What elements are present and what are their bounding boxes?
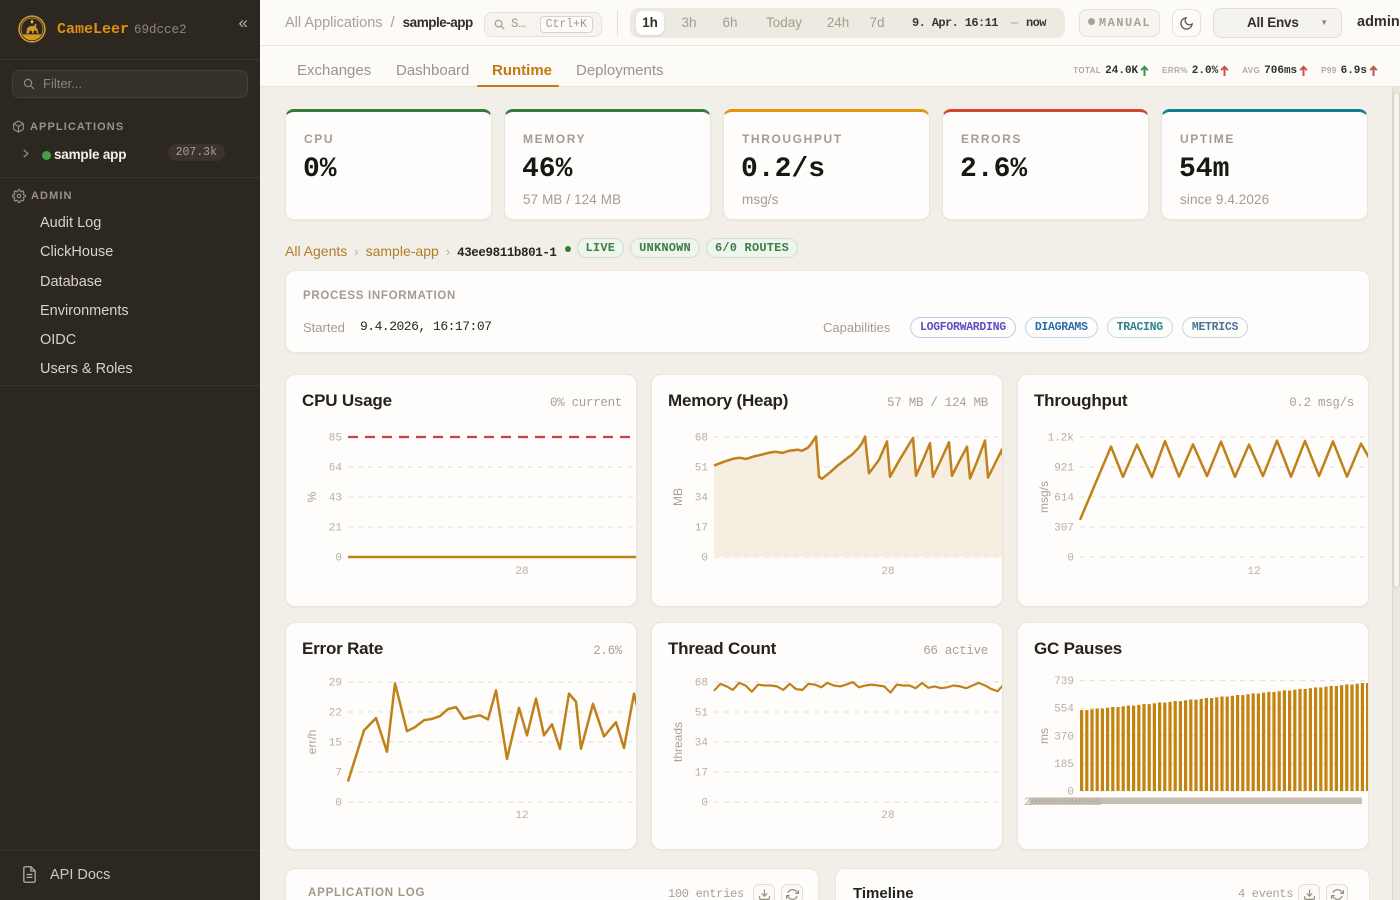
svg-text:GC Pauses: GC Pauses — [1034, 639, 1122, 658]
svg-text:Throughput: Throughput — [1034, 391, 1128, 410]
svg-text:Memory (Heap): Memory (Heap) — [668, 391, 788, 410]
svg-text:0: 0 — [335, 798, 342, 810]
svg-text:2.6%: 2.6% — [593, 644, 623, 658]
svg-text:28: 28 — [515, 566, 528, 578]
svg-text:0: 0 — [701, 553, 708, 565]
svg-text:Error Rate: Error Rate — [302, 639, 383, 658]
svg-text:msg/s: msg/s — [1037, 481, 1051, 513]
svg-text:0: 0 — [335, 553, 342, 565]
svg-text:threads: threads — [671, 722, 685, 762]
svg-text:12: 12 — [515, 810, 528, 822]
svg-text:0.2 msg/s: 0.2 msg/s — [1289, 396, 1354, 410]
svg-text:28: 28 — [881, 566, 894, 578]
svg-text:200000000000000000000: 200000000000000000000 — [1024, 797, 1102, 809]
svg-text:22: 22 — [329, 708, 342, 720]
svg-text:7: 7 — [335, 768, 342, 780]
svg-text:Thread Count: Thread Count — [668, 639, 777, 658]
svg-text:34: 34 — [695, 493, 709, 505]
svg-text:185: 185 — [1054, 759, 1074, 771]
svg-text:614: 614 — [1054, 493, 1074, 505]
svg-text:%: % — [305, 491, 319, 502]
svg-text:17: 17 — [695, 523, 708, 535]
svg-text:34: 34 — [695, 738, 709, 750]
svg-text:28: 28 — [881, 810, 894, 822]
svg-text:0% current: 0% current — [550, 396, 622, 410]
svg-text:29: 29 — [329, 678, 342, 690]
svg-text:12: 12 — [1247, 566, 1260, 578]
svg-text:64: 64 — [329, 463, 343, 475]
svg-text:85: 85 — [329, 433, 342, 445]
svg-text:17: 17 — [695, 768, 708, 780]
svg-text:51: 51 — [695, 708, 709, 720]
svg-text:66 active: 66 active — [923, 644, 988, 658]
svg-text:57 MB / 124 MB: 57 MB / 124 MB — [887, 396, 989, 410]
svg-text:51: 51 — [695, 463, 709, 475]
svg-text:21: 21 — [329, 523, 343, 535]
svg-text:921: 921 — [1054, 463, 1074, 475]
svg-text:370: 370 — [1054, 731, 1074, 743]
svg-text:68: 68 — [695, 678, 708, 690]
svg-text:43: 43 — [329, 493, 342, 505]
svg-text:0: 0 — [1067, 553, 1074, 565]
svg-text:307: 307 — [1054, 523, 1074, 535]
svg-text:739: 739 — [1054, 676, 1074, 688]
svg-text:ms: ms — [1037, 728, 1051, 744]
svg-text:CPU Usage: CPU Usage — [302, 391, 392, 410]
svg-text:68: 68 — [695, 433, 708, 445]
svg-text:0: 0 — [1067, 787, 1074, 799]
svg-text:0: 0 — [701, 798, 708, 810]
svg-text:err/h: err/h — [305, 730, 319, 755]
svg-text:554: 554 — [1054, 704, 1074, 716]
svg-text:MB: MB — [671, 488, 685, 506]
svg-text:1.2k: 1.2k — [1048, 433, 1075, 445]
svg-text:15: 15 — [329, 738, 342, 750]
